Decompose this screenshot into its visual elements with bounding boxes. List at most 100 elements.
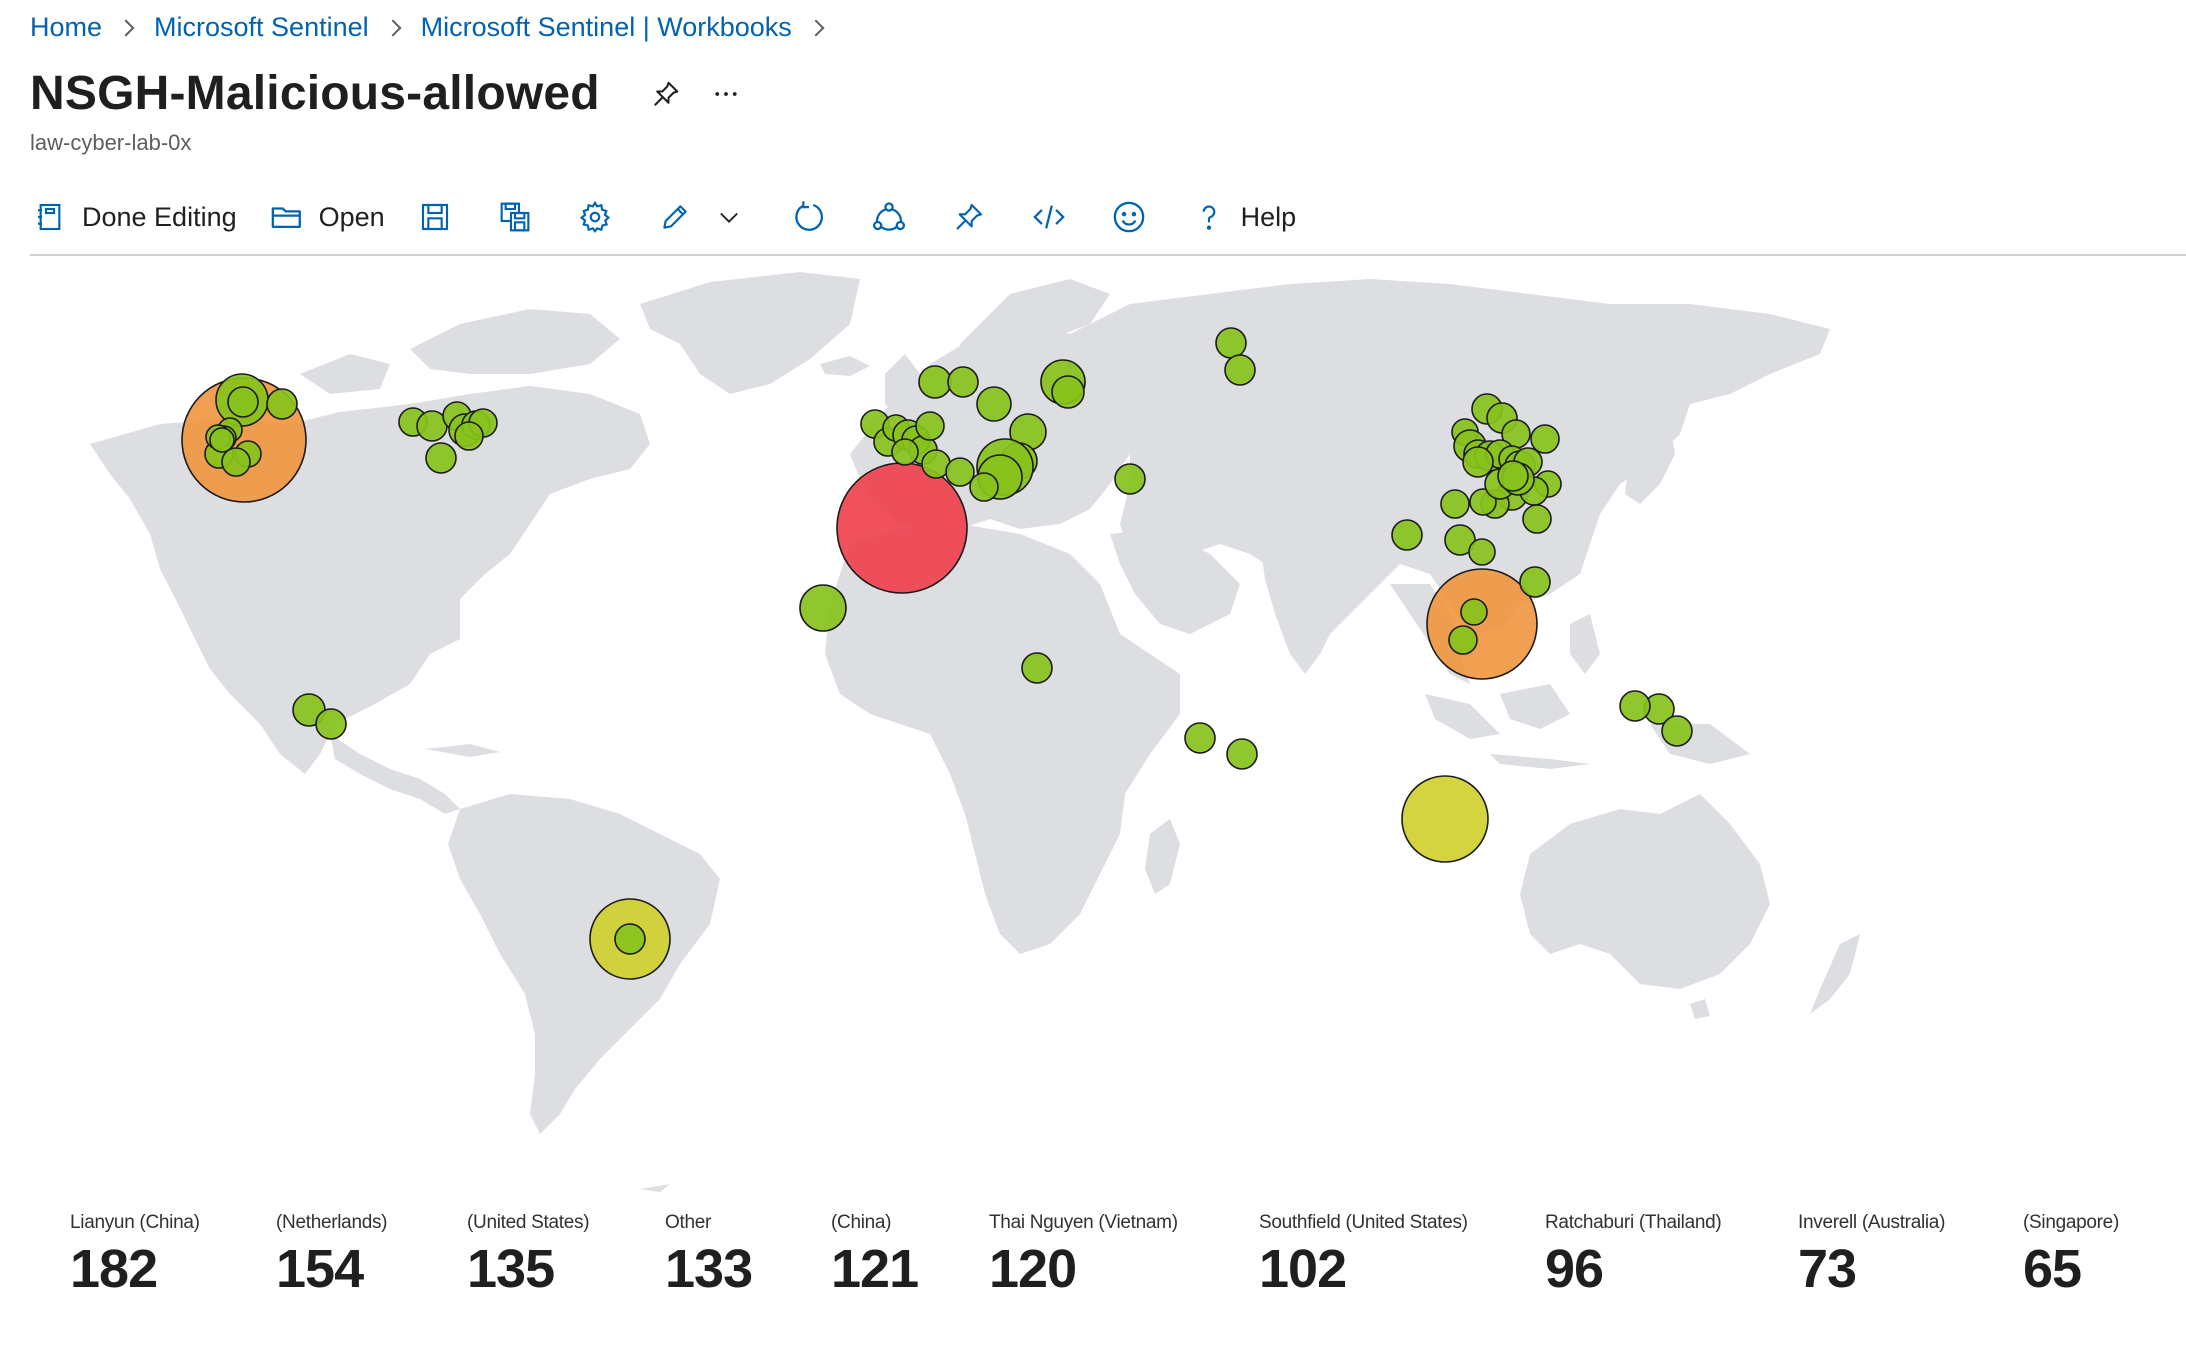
location-bubble[interactable] [1215,327,1247,359]
land-arctic-islands [410,309,620,374]
stat-tile[interactable]: Inverell (Australia) 73 [1798,1212,1945,1296]
location-bubble[interactable] [1460,598,1488,626]
stat-label: Ratchaburi (Thailand) [1545,1212,1722,1233]
breadcrumb-workbooks[interactable]: Microsoft Sentinel | Workbooks [420,12,792,42]
location-bubble[interactable] [227,386,259,418]
stat-value: 73 [1798,1239,1857,1299]
location-bubble[interactable] [1184,722,1216,754]
location-bubble[interactable] [1468,538,1496,566]
stat-value: 133 [665,1239,753,1299]
stat-tile[interactable]: (China) 121 [831,1212,919,1296]
world-map-svg [90,272,1860,1192]
land-philippines [1570,614,1600,674]
save-as-icon [495,197,535,237]
location-bubble[interactable] [947,366,979,398]
breadcrumb-home[interactable]: Home [30,12,103,42]
help-button[interactable]: Help [1189,192,1296,242]
stat-tile[interactable]: Ratchaburi (Thailand) 96 [1545,1212,1722,1296]
location-bubble[interactable] [1440,489,1470,519]
location-bubble[interactable] [969,472,999,502]
breadcrumb: Home Microsoft Sentinel Microsoft Sentin… [30,12,844,43]
stat-tile[interactable]: (Singapore) 65 [2023,1212,2119,1296]
location-bubble[interactable] [945,457,975,487]
more-options-icon[interactable] [706,74,746,114]
land-arctic-islands-2 [300,354,390,394]
location-bubble[interactable] [1462,446,1494,478]
location-bubble[interactable] [266,388,298,420]
land-south-america [448,794,720,1134]
location-bubble[interactable] [1530,424,1560,454]
map-land [90,272,1860,1192]
location-bubble[interactable] [1021,652,1053,684]
pin-icon[interactable] [646,74,686,114]
location-bubble[interactable] [1401,775,1489,863]
done-editing-label: Done Editing [82,201,237,232]
location-bubble[interactable] [1448,625,1478,655]
location-bubble[interactable] [1619,690,1651,722]
chevron-right-icon [384,19,402,36]
location-bubble[interactable] [1391,519,1423,551]
edit-dropdown-button[interactable] [709,192,749,242]
save-button[interactable] [415,192,455,242]
stat-tile[interactable]: Other 133 [665,1212,753,1299]
location-bubble[interactable] [1114,463,1146,495]
location-bubble[interactable] [614,923,646,955]
location-bubble[interactable] [918,365,952,399]
refresh-button[interactable] [789,192,829,242]
location-bubble[interactable] [454,421,484,451]
location-bubble[interactable] [915,411,945,441]
location-bubble[interactable] [891,438,919,466]
location-bubbles [181,327,1693,980]
workspace-subtitle: law-cyber-lab-0x [30,130,192,155]
location-bubble[interactable] [836,462,968,594]
location-bubble[interactable] [1522,504,1552,534]
land-central-america [330,734,460,814]
stat-label: Lianyun (China) [70,1212,200,1233]
feedback-button[interactable] [1109,192,1149,242]
stat-tile[interactable]: Thai Nguyen (Vietnam) 120 [989,1212,1178,1296]
land-north-america [90,386,650,774]
done-editing-button[interactable]: Done Editing [30,192,237,242]
location-bubble[interactable] [976,386,1012,422]
stat-tile[interactable]: (Netherlands) 154 [276,1212,388,1296]
stat-label: (China) [831,1212,892,1233]
stat-tile[interactable]: Southfield (United States) 102 [1259,1212,1468,1296]
share-button[interactable] [869,192,909,242]
stat-tile[interactable]: (United States) 135 [467,1212,590,1296]
land-africa [825,524,1180,954]
location-bubble[interactable] [1497,460,1529,492]
location-bubble[interactable] [209,427,235,453]
pin-icon [949,197,989,237]
stat-tile[interactable]: Lianyun (China) 182 [70,1212,200,1296]
world-map[interactable] [30,254,2186,1194]
stat-value: 182 [70,1239,158,1299]
land-south-georgia [640,1184,670,1192]
land-scandinavia [960,279,1110,374]
location-bubble[interactable] [1226,738,1258,770]
land-indonesia-3 [1490,754,1590,769]
title-row: NSGH-Malicious-allowed [30,66,746,121]
location-bubble[interactable] [1224,354,1256,386]
pin-to-dashboard-button[interactable] [949,192,989,242]
land-arabia [1110,529,1240,634]
share-icon [869,197,909,237]
location-bubble[interactable] [799,584,847,632]
stat-label: (United States) [467,1212,590,1233]
location-bubble[interactable] [1661,715,1693,747]
stat-label: Inverell (Australia) [1798,1212,1946,1233]
land-madagascar [1145,819,1180,894]
location-bubble[interactable] [221,447,251,477]
breadcrumb-sentinel[interactable]: Microsoft Sentinel [154,12,369,42]
location-bubble[interactable] [315,708,347,740]
save-as-button[interactable] [495,192,535,242]
open-button[interactable]: Open [267,192,385,242]
location-bubble[interactable] [1444,524,1476,556]
settings-button[interactable] [575,192,615,242]
advanced-editor-button[interactable] [1029,192,1069,242]
location-bubble[interactable] [1051,375,1085,409]
stat-value: 120 [989,1239,1077,1299]
edit-button[interactable] [655,192,695,242]
location-bubble[interactable] [425,442,457,474]
open-label: Open [318,201,385,232]
location-bubble[interactable] [1519,566,1551,598]
